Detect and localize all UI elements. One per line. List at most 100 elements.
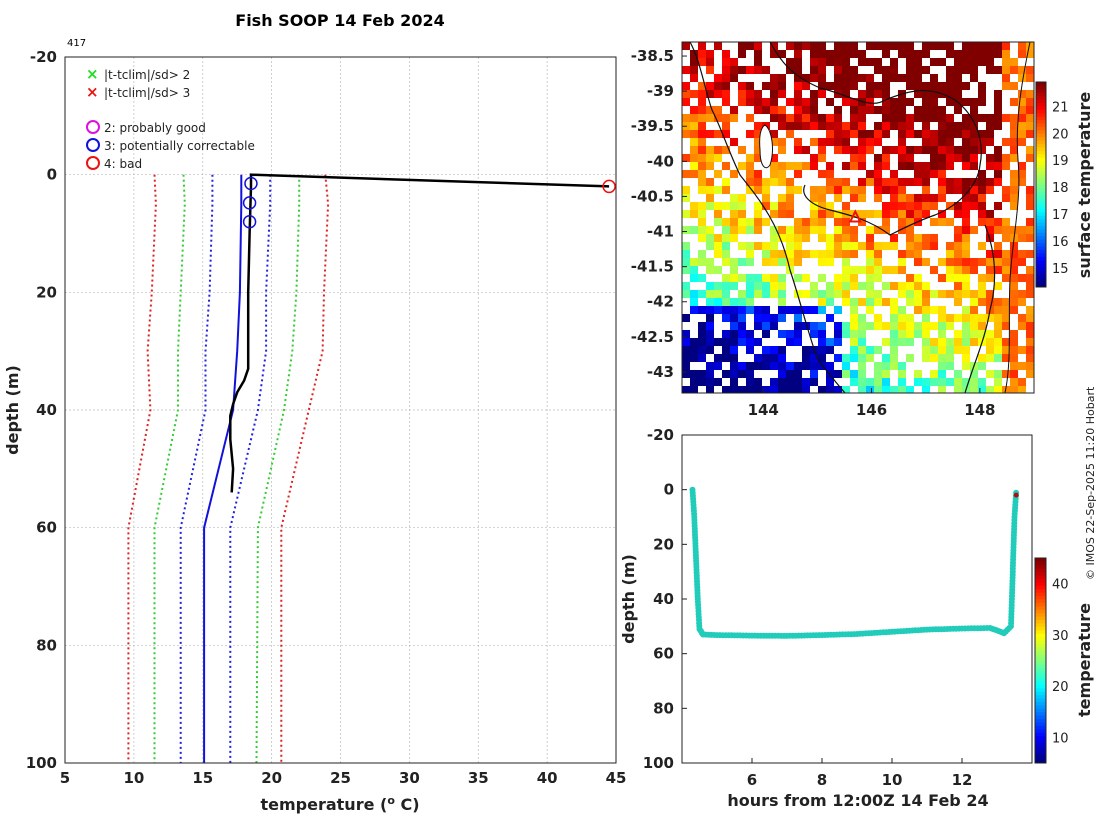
sst-cell: [962, 218, 970, 226]
sst-cell: [706, 130, 714, 138]
sst-cell: [1002, 234, 1010, 242]
sst-cell: [818, 146, 826, 154]
sst-cell: [842, 250, 850, 258]
sst-cell: [714, 242, 722, 250]
sst-cell: [842, 282, 850, 290]
map-y-tick-label: -42.5: [631, 328, 674, 346]
sst-cell: [842, 242, 850, 250]
sst-cell: [850, 338, 858, 346]
sst-cell: [1002, 154, 1010, 162]
sst-cell: [946, 42, 954, 50]
sst-cell: [858, 218, 866, 226]
sst-cell: [706, 234, 714, 242]
timeseries-colorbar-swatch: [1035, 581, 1046, 586]
sst-cell: [738, 194, 746, 202]
sst-cell: [1018, 178, 1026, 186]
sst-cell: [810, 162, 818, 170]
sst-cell: [1018, 234, 1026, 242]
sst-cell: [682, 194, 690, 202]
timeseries-colorbar-swatch: [1035, 568, 1046, 573]
sst-cell: [786, 306, 794, 314]
sst-cell: [962, 314, 970, 322]
sst-cell: [706, 386, 714, 393]
sst-cell: [986, 154, 994, 162]
sst-cell: [794, 42, 802, 50]
sst-cell: [818, 274, 826, 282]
sst-cell: [778, 226, 786, 234]
sst-cell: [770, 314, 778, 322]
sst-cell: [858, 122, 866, 130]
sst-cell: [946, 98, 954, 106]
sst-cell: [922, 290, 930, 298]
sst-cell: [938, 82, 946, 90]
timeseries-colorbar-tick-label: 40: [1052, 578, 1069, 593]
sst-cell: [770, 170, 778, 178]
sst-cell: [970, 162, 978, 170]
sst-cell: [970, 290, 978, 298]
sst-cell: [738, 274, 746, 282]
sst-cell: [810, 194, 818, 202]
sst-cell: [1026, 50, 1034, 58]
sst-cell: [794, 138, 802, 146]
sst-cell: [738, 298, 746, 306]
sst-cell: [698, 290, 706, 298]
sst-cell: [762, 82, 770, 90]
sst-cell: [810, 58, 818, 66]
sst-cell: [1026, 146, 1034, 154]
sst-cell: [722, 178, 730, 186]
timeseries-colorbar-swatch: [1035, 663, 1046, 668]
sst-cell: [770, 178, 778, 186]
sst-cell: [698, 346, 706, 354]
sst-cell: [714, 250, 722, 258]
sst-cell: [778, 330, 786, 338]
sst-cell: [914, 170, 922, 178]
sst-cell: [730, 378, 738, 386]
sst-cell: [730, 266, 738, 274]
sst-cell: [706, 50, 714, 58]
sst-cell: [890, 338, 898, 346]
sst-cell: [962, 346, 970, 354]
sst-cell: [882, 386, 890, 393]
timeseries-colorbar-swatch: [1035, 602, 1046, 607]
sst-cell: [706, 114, 714, 122]
sst-cell: [930, 218, 938, 226]
sst-cell: [834, 42, 842, 50]
sst-cell: [866, 354, 874, 362]
sst-cell: [898, 154, 906, 162]
sst-cell: [826, 234, 834, 242]
sst-cell: [810, 114, 818, 122]
sst-cell: [722, 202, 730, 210]
sst-cell: [1002, 274, 1010, 282]
sst-cell: [914, 50, 922, 58]
sst-cell: [730, 226, 738, 234]
sst-cell: [698, 330, 706, 338]
sst-cell: [978, 194, 986, 202]
map-colorbar-swatch: [1036, 143, 1046, 148]
sst-cell: [706, 226, 714, 234]
sst-cell: [922, 354, 930, 362]
sst-cell: [938, 322, 946, 330]
sst-cell: [922, 138, 930, 146]
sst-cell: [954, 122, 962, 130]
sst-cell: [746, 346, 754, 354]
timeseries-colorbar-swatch: [1035, 759, 1046, 764]
sst-cell: [906, 202, 914, 210]
sst-cell: [946, 130, 954, 138]
map-colorbar-swatch: [1036, 123, 1046, 127]
sst-cell: [938, 274, 946, 282]
sst-cell: [962, 162, 970, 170]
sst-cell: [778, 362, 786, 370]
sst-cell: [978, 330, 986, 338]
sst-cell: [890, 74, 898, 82]
sst-cell: [714, 378, 722, 386]
sst-cell: [1018, 250, 1026, 258]
sst-cell: [986, 114, 994, 122]
timeseries-colorbar-swatch: [1035, 677, 1046, 682]
sst-cell: [922, 194, 930, 202]
sst-cell: [858, 298, 866, 306]
sst-cell: [706, 162, 714, 170]
sst-cell: [754, 354, 762, 362]
map-colorbar-swatch: [1036, 140, 1046, 144]
sst-cell: [946, 354, 954, 362]
sst-cell: [858, 378, 866, 386]
